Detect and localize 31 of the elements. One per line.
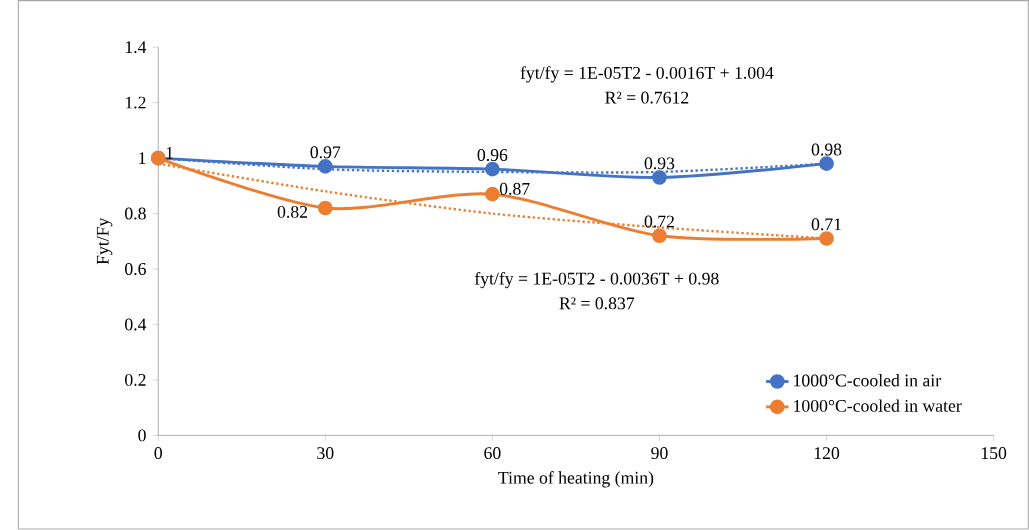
data-label: 0.71	[811, 218, 841, 231]
x-tick-label: 0	[154, 447, 162, 460]
y-axis-title: Fyt/Fy	[96, 217, 113, 265]
data-label: 0.82	[277, 206, 308, 219]
y-tick-label: 0.6	[125, 263, 146, 276]
legend-label: 1000°C-cooled in water	[794, 399, 962, 412]
legend-label: 1000°C-cooled in air	[794, 374, 941, 387]
x-tick-label: 90	[651, 447, 668, 460]
data-label: 0.98	[811, 143, 842, 156]
x-tick-label: 120	[814, 447, 840, 460]
annotation: R² = 0.837	[559, 297, 635, 310]
y-tick-label: 1.4	[125, 41, 147, 54]
x-axis-title: Time of heating (min)	[498, 471, 654, 488]
data-label: 0.97	[310, 146, 341, 159]
x-tick-label: 60	[484, 447, 501, 460]
y-tick-label: 0.4	[125, 318, 147, 331]
x-tick-label: 30	[317, 447, 334, 460]
annotation: fyt/fy = 1E-05T2 - 0.0036T + 0.98	[474, 272, 719, 289]
x-tick-label: 150	[981, 447, 1007, 460]
data-label: 1	[166, 147, 173, 159]
y-tick-label: 1.2	[125, 96, 146, 109]
y-tick-label: 0.2	[125, 374, 146, 387]
y-tick-label: 0.8	[125, 207, 146, 220]
annotation: R² = 0.7612	[605, 91, 689, 104]
y-tick-label: 0	[138, 429, 146, 442]
data-label: 0.93	[644, 157, 675, 170]
annotation: fyt/fy = 1E-05T2 - 0.0016T + 1.004	[520, 66, 774, 83]
data-label: 0.72	[644, 215, 674, 228]
data-label: 0.87	[499, 183, 530, 196]
y-tick-label: 1	[139, 152, 146, 165]
data-label: 0.96	[477, 149, 508, 162]
